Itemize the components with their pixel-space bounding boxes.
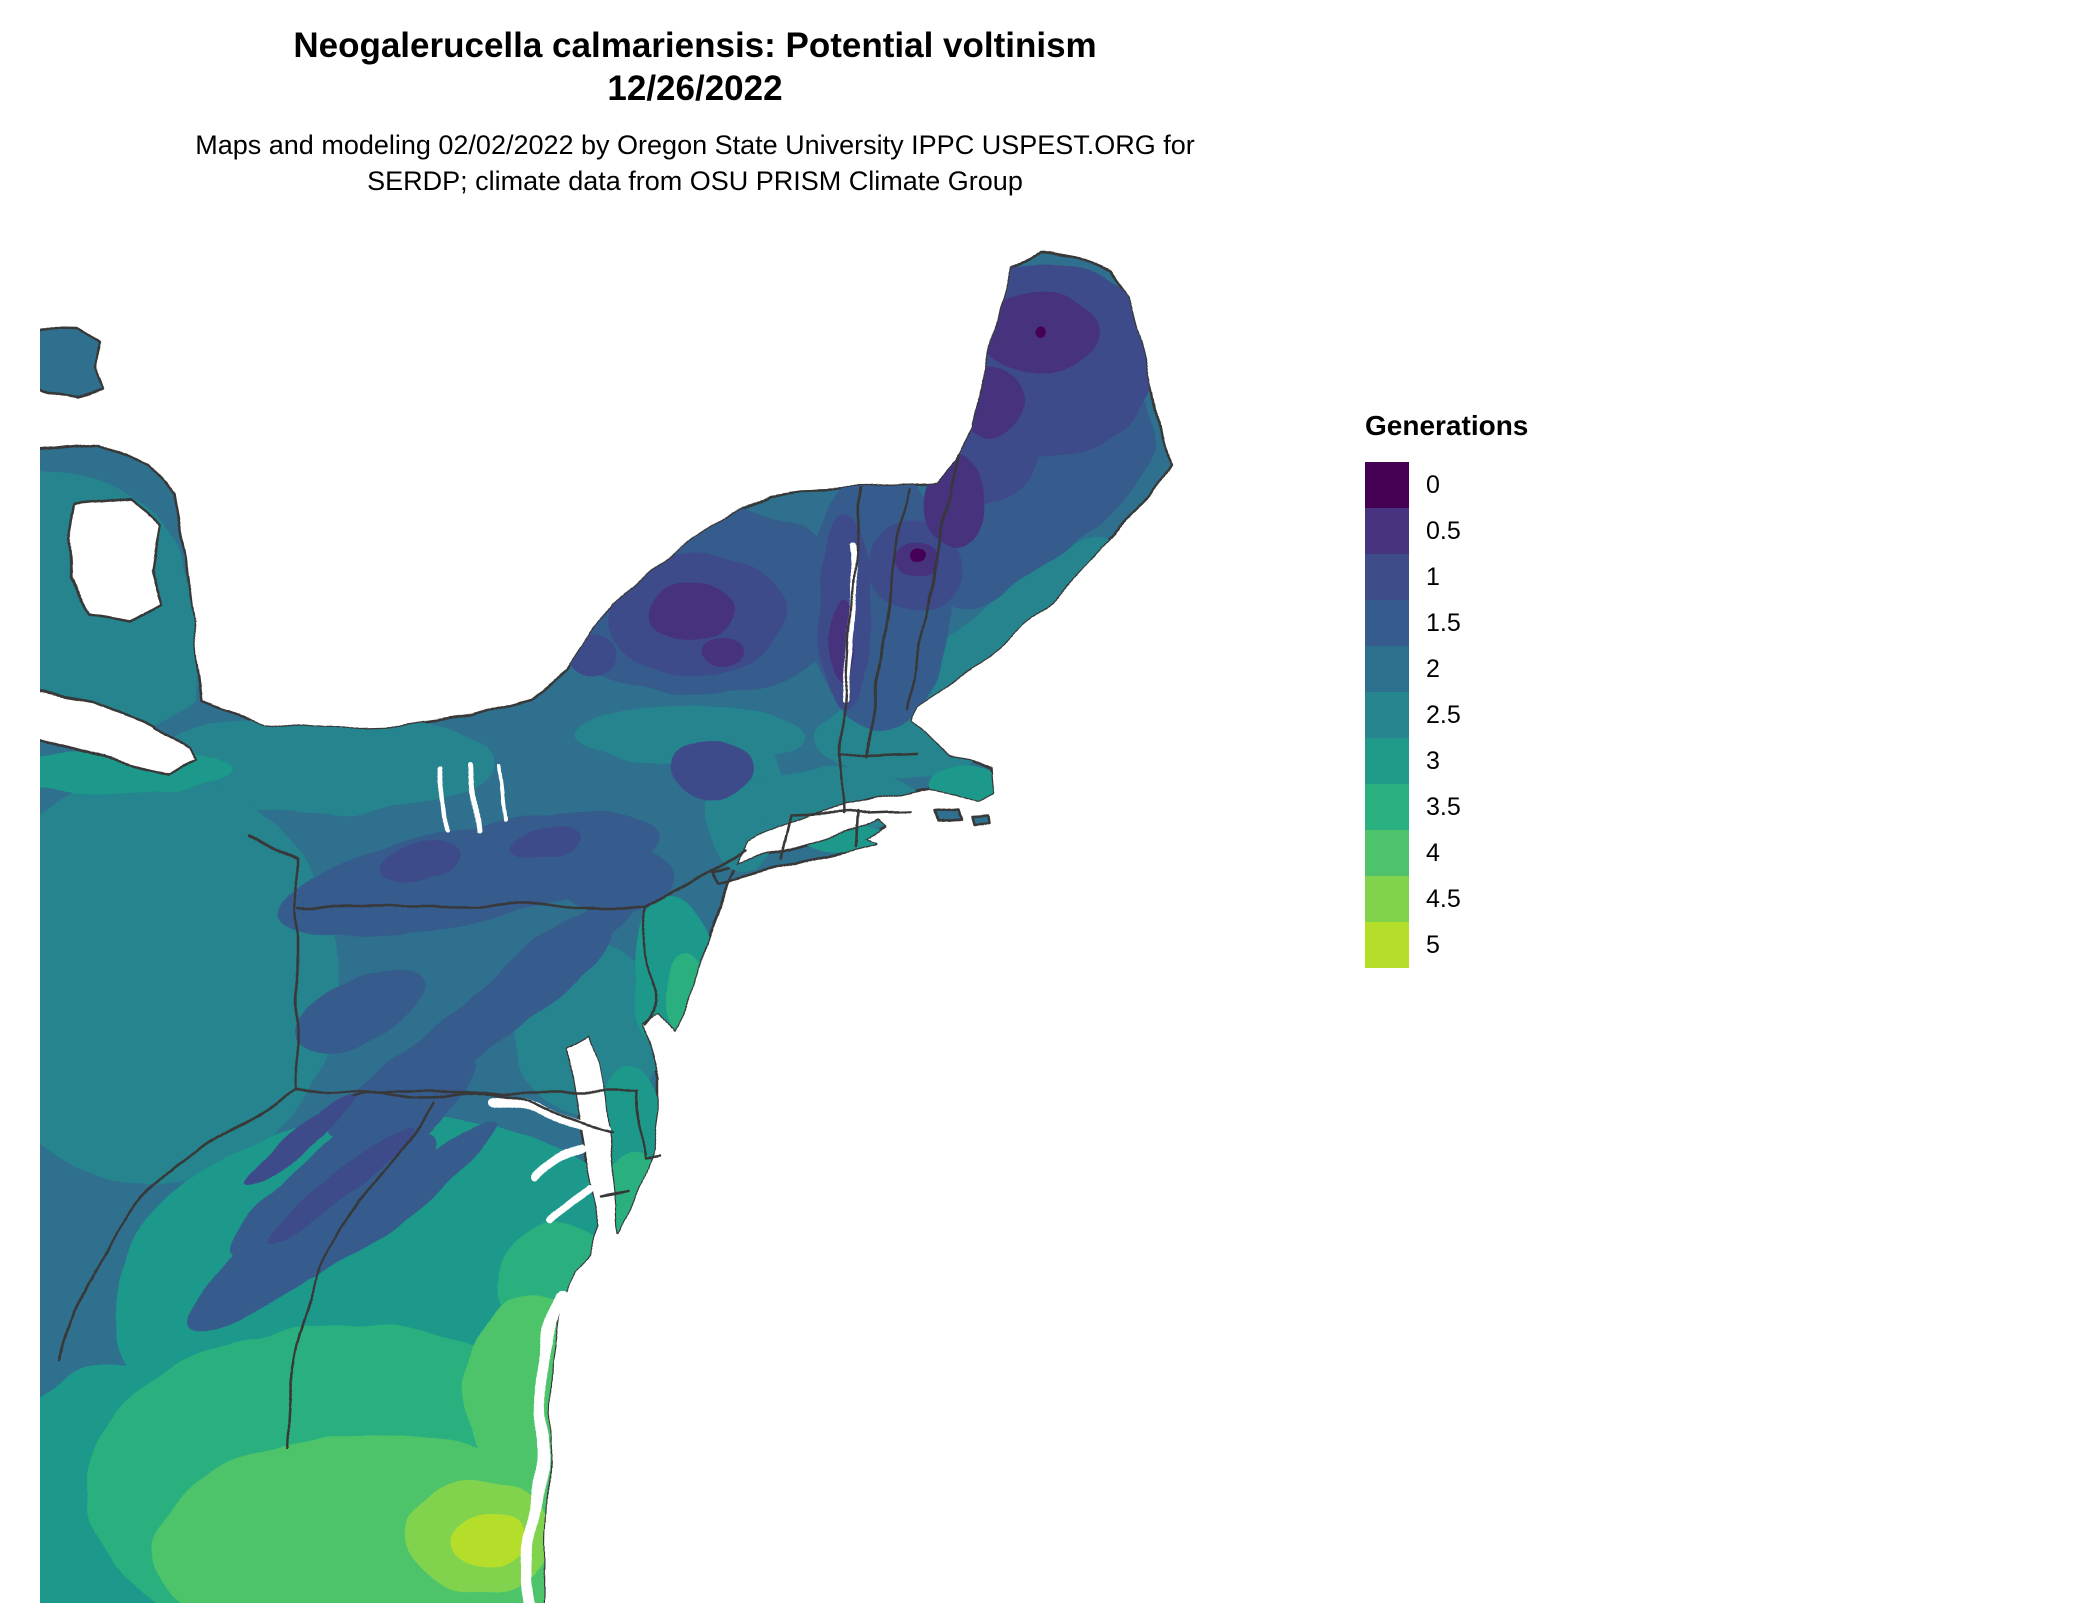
lake-champlain xyxy=(841,541,858,704)
border-oh-wv xyxy=(58,1090,299,1362)
legend-swatch xyxy=(1365,784,1409,830)
legend-row: 2 xyxy=(1365,646,1528,692)
rivers xyxy=(437,541,858,1603)
finger-lake-icon xyxy=(498,762,508,822)
legend-row: 4.5 xyxy=(1365,876,1528,922)
map-attribution: Maps and modeling 02/02/2022 by Oregon S… xyxy=(0,127,1390,200)
legend-label: 3 xyxy=(1426,746,1440,775)
legend-swatch xyxy=(1365,554,1409,600)
legend-swatch xyxy=(1365,692,1409,738)
legend-label: 2 xyxy=(1426,654,1440,683)
legend-swatch xyxy=(1365,738,1409,784)
york-river xyxy=(545,1184,594,1226)
legend-row: 0.5 xyxy=(1365,508,1528,554)
finger-lake-icon xyxy=(467,762,481,831)
legend-label: 1.5 xyxy=(1426,608,1461,637)
border-pa-oh xyxy=(250,832,299,1094)
legend-row: 0 xyxy=(1365,462,1528,508)
left-margin xyxy=(0,0,40,1603)
legend-label: 3.5 xyxy=(1426,792,1461,821)
legend-row: 2.5 xyxy=(1365,692,1528,738)
zone-generations-0 xyxy=(913,328,1048,564)
legend-label: 5 xyxy=(1426,930,1440,959)
legend-title: Generations xyxy=(1365,410,1529,441)
border-ma-north xyxy=(840,752,920,759)
legend-swatch xyxy=(1365,876,1409,922)
border-ct-ri xyxy=(853,810,859,848)
legend-label: 2.5 xyxy=(1426,700,1461,729)
legend-swatch xyxy=(1365,922,1409,968)
border-ct-ny xyxy=(778,813,792,861)
legend-label: 0 xyxy=(1426,470,1440,499)
border-ny-vt xyxy=(840,488,864,759)
state-borders xyxy=(58,454,960,1450)
header: Neogalerucella calmariensis: Potential v… xyxy=(0,24,1390,200)
potomac-river xyxy=(488,1095,608,1132)
rappahannock-river xyxy=(532,1144,585,1182)
legend-row: 4 xyxy=(1365,830,1528,876)
attribution-line-1: Maps and modeling 02/02/2022 by Oregon S… xyxy=(195,129,1195,160)
lake-northwest xyxy=(67,497,163,623)
border-md-va-delmarva xyxy=(599,1189,631,1198)
border-wv-va xyxy=(284,1102,438,1450)
lakes xyxy=(18,497,199,776)
legend-row: 5 xyxy=(1365,922,1528,968)
finger-lake-icon xyxy=(437,765,450,833)
legend-label: 4 xyxy=(1426,838,1440,867)
border-nh-me xyxy=(904,454,960,712)
legend-row: 1.5 xyxy=(1365,600,1528,646)
border-vt-nh xyxy=(866,488,910,759)
legend-swatch xyxy=(1365,646,1409,692)
border-nj-pa-de xyxy=(642,904,658,1024)
legend-row: 3.5 xyxy=(1365,784,1528,830)
legend-row: 1 xyxy=(1365,554,1528,600)
legend-swatch xyxy=(1365,600,1409,646)
attribution-line-2: SERDP; climate data from OSU PRISM Clima… xyxy=(367,166,1023,197)
legend-swatch xyxy=(1365,462,1409,508)
border-md-va-potomac xyxy=(353,1091,612,1132)
james-river xyxy=(519,1290,566,1603)
legend-label: 0.5 xyxy=(1426,516,1461,545)
legend-colorbar: 0 0.5 1 1.5 2 2.5 xyxy=(1365,462,1528,968)
border-md-de xyxy=(635,1090,661,1160)
legend-swatch xyxy=(1365,830,1409,876)
map-date: 12/26/2022 xyxy=(607,69,783,109)
legend-row: 3 xyxy=(1365,738,1528,784)
map-title: Neogalerucella calmariensis: Potential v… xyxy=(293,26,1097,65)
legend: Generations 0 0.5 1 1.5 2 xyxy=(1365,410,1528,968)
border-ma-ny xyxy=(840,755,846,817)
zone-generations-5 xyxy=(452,1514,526,1568)
border-ma-south xyxy=(788,809,914,817)
legend-swatch xyxy=(1365,508,1409,554)
border-ny-nj xyxy=(646,848,748,908)
legend-label: 4.5 xyxy=(1426,884,1461,913)
legend-label: 1 xyxy=(1426,562,1440,591)
